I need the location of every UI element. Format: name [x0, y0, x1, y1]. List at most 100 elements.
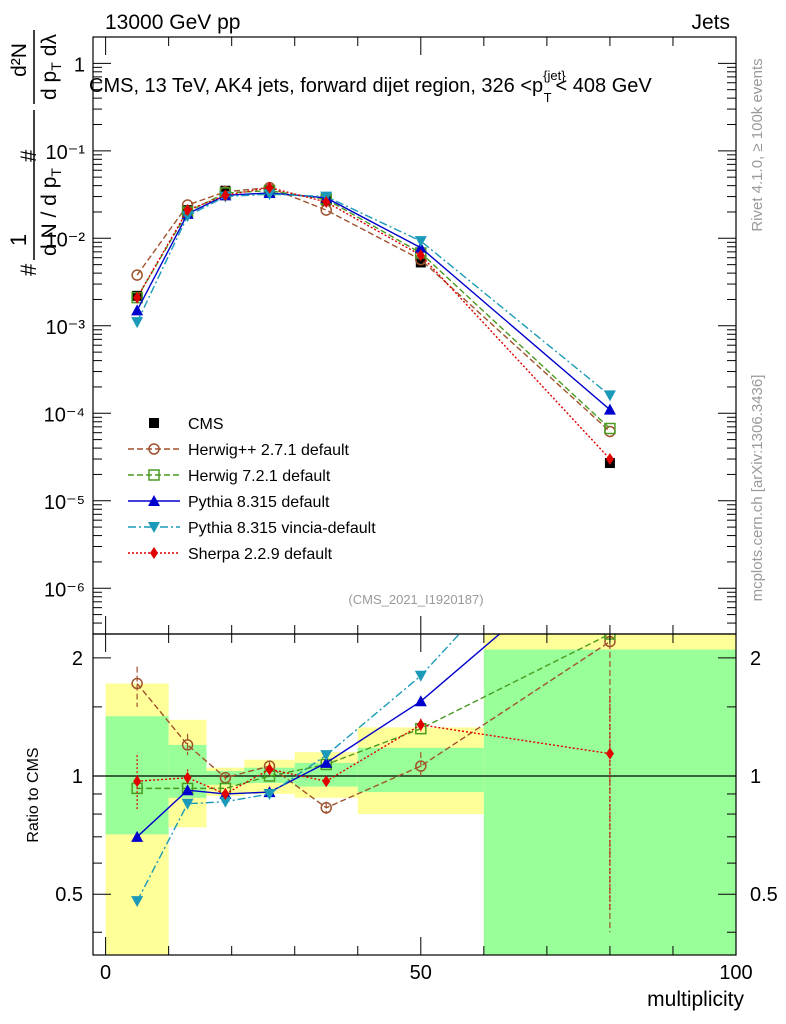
- ratio-point-herwigpp: [320, 802, 332, 814]
- ratio-point-pythia: [320, 756, 333, 768]
- ratio-point-sherpa: [183, 771, 192, 784]
- legend-marker-herwig7: [148, 469, 160, 481]
- ytick-label: 1: [74, 54, 85, 76]
- line-herwigpp: [136, 186, 611, 432]
- point-pythia: [414, 241, 427, 253]
- ratio-series-sherpa: [133, 695, 614, 913]
- point-vincia: [263, 189, 276, 201]
- ratio-series-vincia: [131, 634, 461, 908]
- ratio-plot-frame: [92, 633, 737, 956]
- legend-marker-cms: [149, 418, 159, 428]
- xlabel: multiplicity: [647, 988, 744, 1011]
- legend-marker-sherpa: [150, 547, 158, 559]
- header-category: Jets: [691, 11, 730, 34]
- plot-title: CMS, 13 TeV, AK4 jets, forward dijet reg…: [89, 68, 652, 105]
- legend-marker-herwigpp: [148, 443, 160, 455]
- legend-entry-cms: CMS: [149, 416, 224, 433]
- ratio-point-herwigpp: [415, 760, 427, 772]
- axes: 1 10⁻¹ 10⁻² 10⁻³ 10⁻⁴ 10⁻⁵ 10⁻⁶ 0.5 0.5 1 1 2 2 0 50 10…: [44, 36, 778, 984]
- legend-label-cms: CMS: [188, 416, 224, 433]
- ratio-point-vincia: [131, 896, 144, 908]
- ratio-point-vincia: [219, 796, 232, 808]
- ylabel-frac1-den: d N / d pT: [38, 168, 64, 256]
- line-vincia: [136, 193, 611, 396]
- ytick-label: 10⁻⁵: [44, 492, 85, 514]
- point-sherpa: [322, 196, 331, 209]
- legend-entry-pythia: Pythia 8.315 default: [128, 494, 330, 511]
- title-subscript: T: [544, 90, 552, 105]
- ratio-point-pythia: [414, 695, 427, 707]
- point-sherpa: [605, 453, 614, 466]
- point-sherpa: [416, 249, 425, 262]
- xtick-label: 50: [410, 962, 432, 984]
- legend-entry-herwig7: Herwig 7.2.1 default: [128, 468, 331, 485]
- ratio-point-pythia: [604, 534, 616, 545]
- xtick-label: 100: [719, 962, 752, 984]
- ratio-point-pythia: [181, 784, 194, 796]
- series-herwigpp: [131, 181, 616, 438]
- title-text-a: CMS, 13 TeV, AK4 jets, forward dijet reg…: [89, 75, 543, 97]
- ylabel-frac2-den: d pTdλ: [38, 34, 64, 100]
- legend: CMS Herwig++ 2.7.1 default Herwig 7.2.1 de…: [128, 416, 376, 563]
- point-vincia: [131, 317, 144, 329]
- analysis-id: (CMS_2021_I1920187): [348, 592, 483, 607]
- ratio-point-sherpa: [265, 763, 274, 776]
- main-ylabel: # 1 d N / d pT # d²N d pTdλ: [6, 30, 64, 276]
- point-vincia: [603, 390, 616, 402]
- series-sherpa: [133, 181, 614, 466]
- ratio-ylabel: Ratio to CMS: [25, 747, 42, 842]
- legend-entry-vincia: Pythia 8.315 vincia-default: [128, 520, 376, 537]
- legend-marker-vincia: [148, 522, 160, 533]
- legend-entry-herwigpp: Herwig++ 2.7.1 default: [128, 442, 350, 459]
- title-superscript: {jet}: [543, 68, 566, 83]
- point-sherpa: [133, 291, 142, 304]
- ratio-point-vincia: [263, 788, 276, 800]
- main-plot-frame: [92, 36, 737, 635]
- ratio-point-herwigpp: [131, 677, 143, 690]
- point-herwigpp: [604, 425, 616, 438]
- ytick-label: 10⁻¹: [46, 142, 86, 164]
- point-sherpa: [183, 204, 192, 217]
- ratio-uncertainty-bands: [105, 634, 736, 955]
- title-text-b: < 408 GeV: [556, 75, 653, 97]
- ratio-ytick-label-right: 1: [750, 766, 761, 788]
- ytick-label: 10⁻³: [46, 317, 86, 339]
- ytick-label: 10⁻⁶: [44, 579, 85, 601]
- ratio-point-sherpa: [133, 775, 142, 788]
- ylabel-hash-2: #: [16, 149, 41, 162]
- ratio-point-vincia: [181, 798, 194, 810]
- point-herwig7: [604, 422, 616, 435]
- point-pythia: [131, 304, 144, 316]
- ratio-point-pythia: [131, 830, 144, 842]
- point-cms: [415, 257, 426, 268]
- ratio-ytick-label-right: 0.5: [750, 884, 778, 906]
- legend-label-vincia: Pythia 8.315 vincia-default: [188, 520, 376, 537]
- rivet-version: Rivet 4.1.0, ≥ 100k events: [749, 58, 766, 231]
- series-vincia: [131, 189, 616, 402]
- ratio-point-sherpa: [605, 747, 614, 760]
- series-pythia: [131, 186, 616, 415]
- ytick-label: 10⁻²: [46, 229, 86, 251]
- ylabel-frac2-num: d²N: [8, 43, 31, 77]
- ratio-point-vincia: [320, 750, 333, 762]
- ratio-point-herwigpp: [181, 739, 194, 751]
- ylabel-frac1-num: 1: [6, 234, 31, 246]
- ratio-point-sherpa: [221, 787, 230, 800]
- ytick-label: 10⁻⁴: [44, 404, 85, 426]
- point-vincia: [414, 236, 427, 248]
- mcplots-credit: mcplots.cern.ch [arXiv:1306.3436]: [749, 375, 766, 602]
- legend-label-sherpa: Sherpa 2.2.9 default: [188, 546, 333, 563]
- legend-label-herwig7: Herwig 7.2.1 default: [188, 468, 331, 485]
- band-green-4: [294, 762, 358, 787]
- legend-label-herwigpp: Herwig++ 2.7.1 default: [188, 442, 350, 459]
- xtick-label: 0: [100, 962, 111, 984]
- ratio-ytick-label: 0.5: [55, 884, 83, 906]
- legend-label-pythia: Pythia 8.315 default: [188, 494, 330, 511]
- ratio-plot-series: [93, 534, 736, 933]
- header-process: 13000 GeV pp: [105, 11, 240, 34]
- point-sherpa: [221, 189, 230, 202]
- main-plot-series: [131, 181, 616, 469]
- legend-marker-pythia: [148, 495, 160, 506]
- ratio-point-sherpa: [416, 718, 425, 731]
